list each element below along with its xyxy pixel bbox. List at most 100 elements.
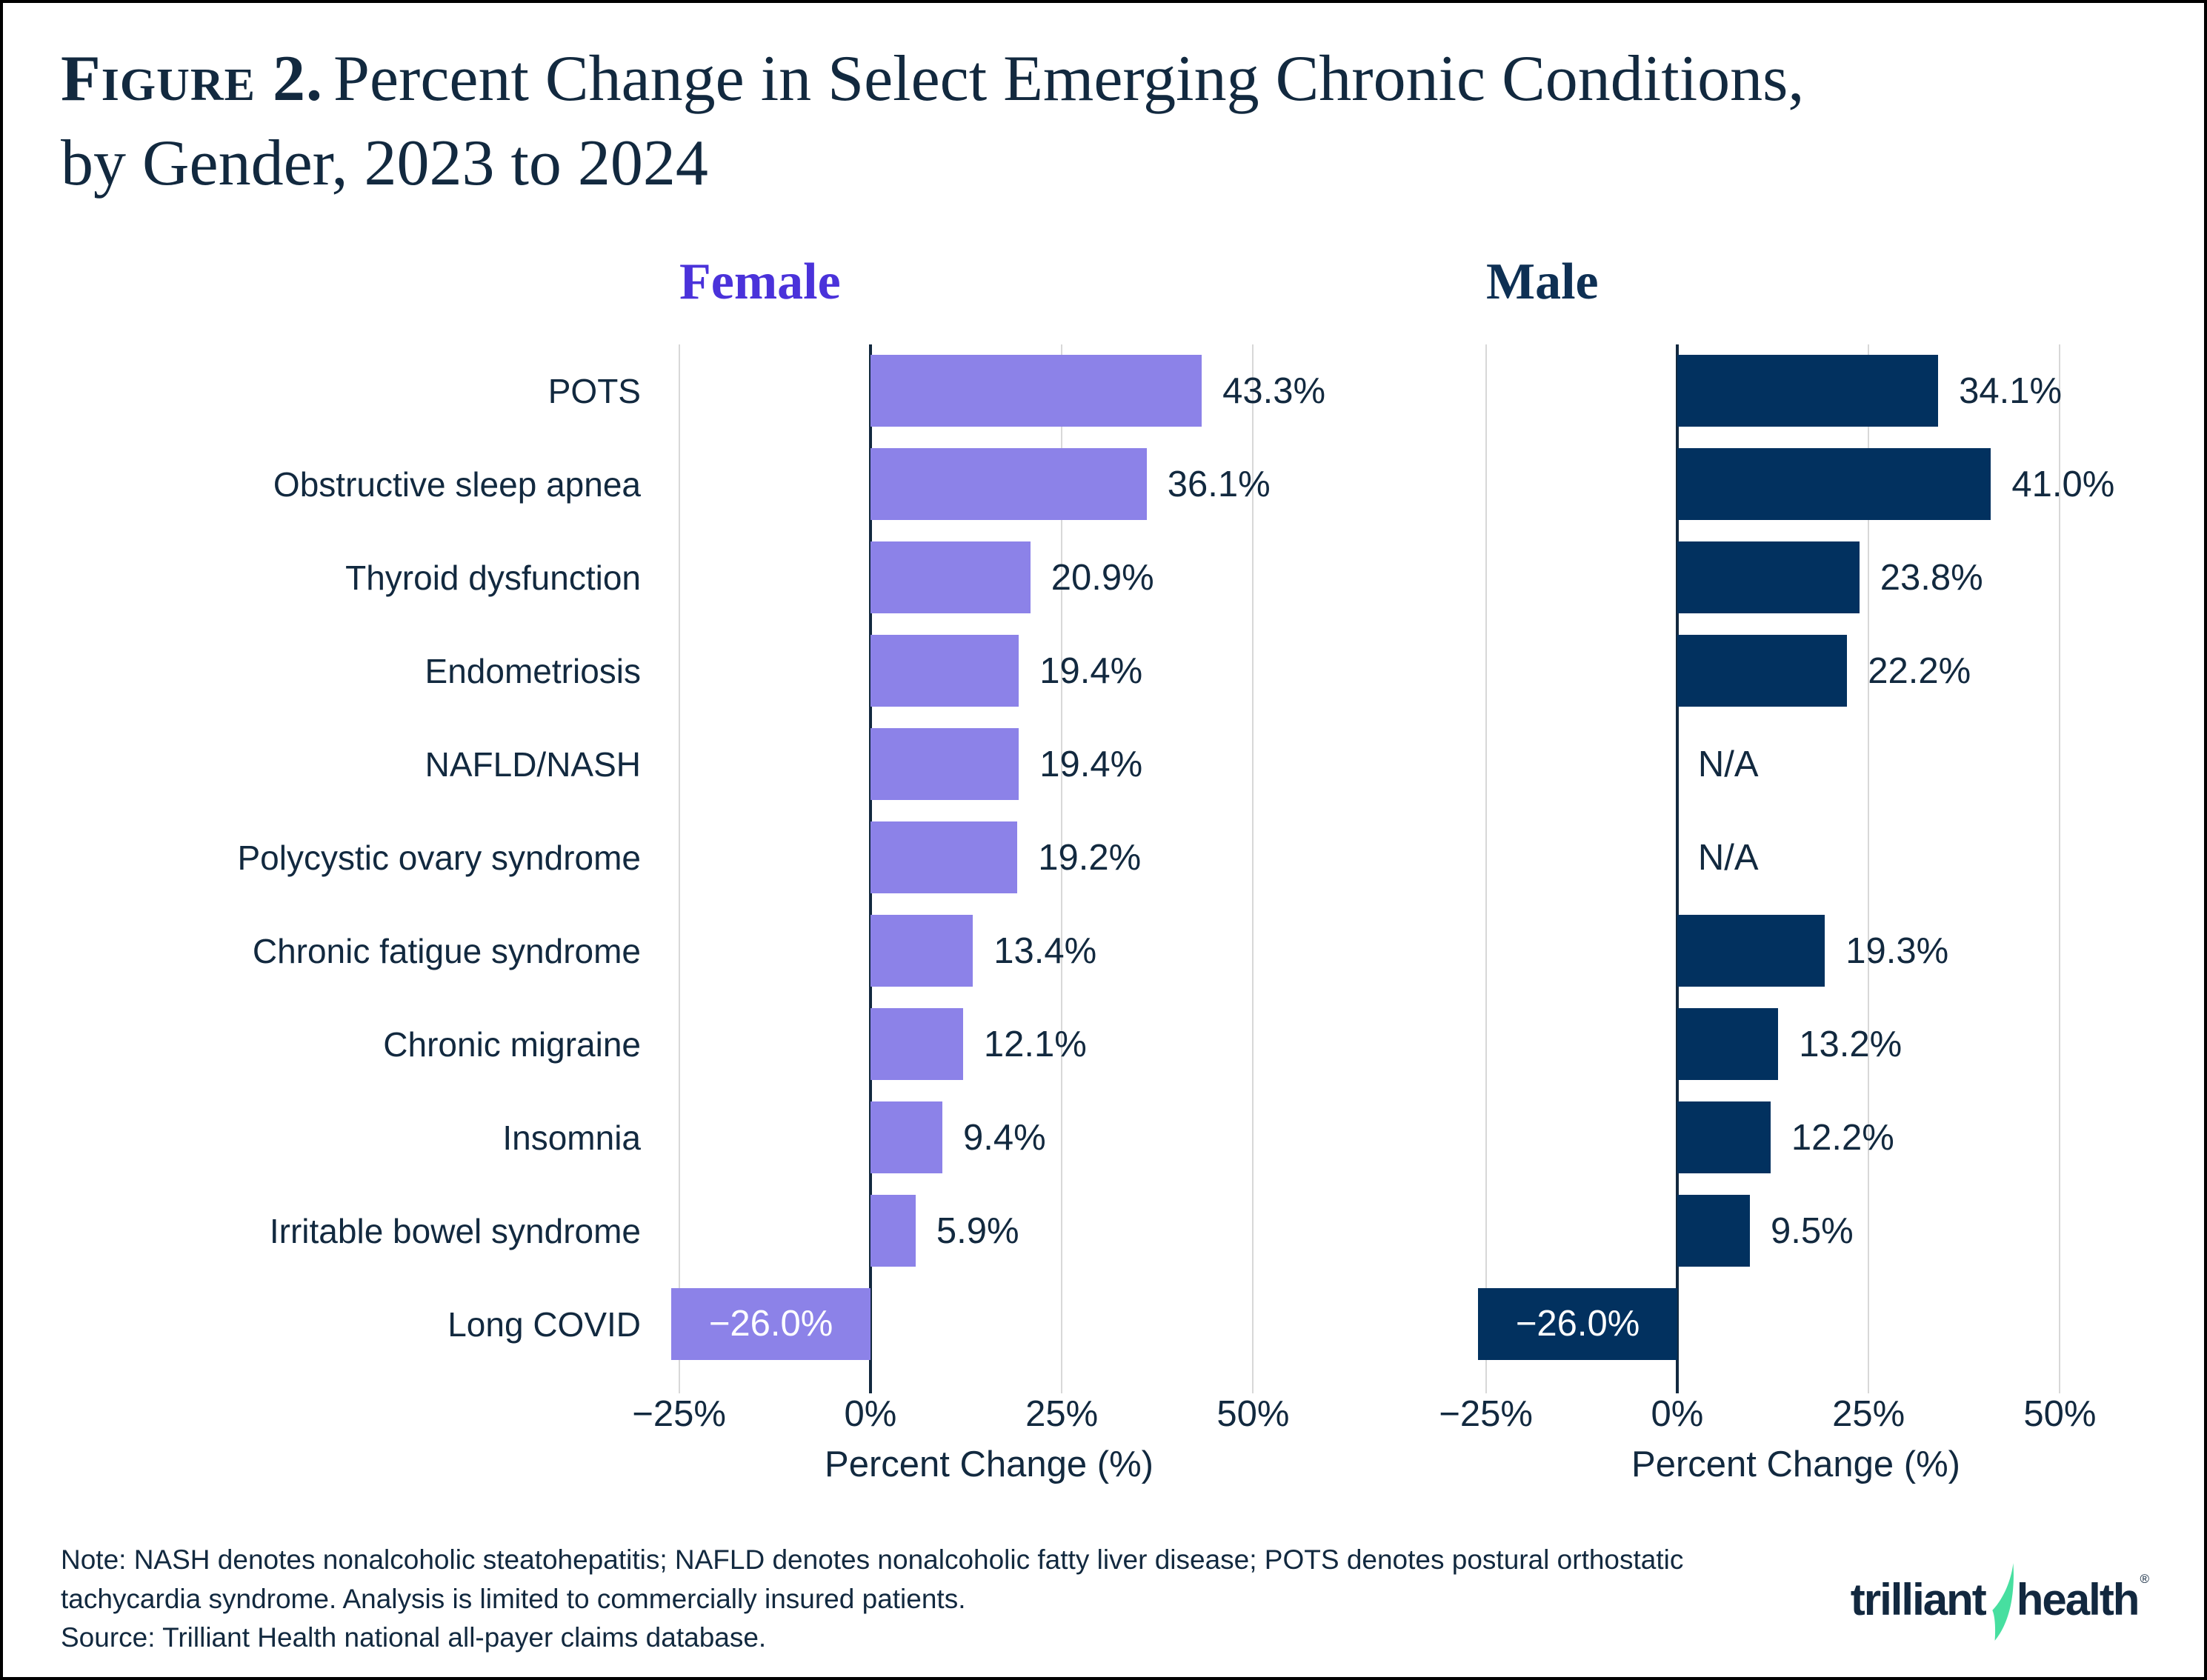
bar: [1677, 541, 1860, 613]
female-x-axis-ticks: −25% 0% 25% 50%: [632, 1371, 1337, 1436]
female-x-axis-label: Percent Change (%): [825, 1444, 1154, 1484]
bar: [1677, 447, 1991, 520]
x-tick-label: 0%: [844, 1393, 897, 1434]
value-label: 19.4%: [1039, 744, 1143, 784]
na-label: N/A: [1697, 837, 1759, 878]
bar: [870, 1194, 916, 1267]
footer: Note: NASH denotes nonalcoholic steatohe…: [61, 1541, 2149, 1658]
female-header: Female: [679, 253, 841, 310]
chart-row: 43.3%: [641, 344, 1337, 438]
value-label: 22.2%: [1868, 650, 1971, 691]
value-label: 19.2%: [1038, 837, 1142, 878]
x-tick-label: 50%: [1216, 1393, 1290, 1434]
category-label: Chronic fatigue syndrome: [252, 931, 641, 970]
chart-row: 19.3%: [1448, 904, 2144, 998]
value-label: 5.9%: [936, 1210, 1019, 1251]
chart-row: 20.9%: [641, 531, 1337, 624]
category-label: Insomnia: [502, 1118, 641, 1157]
category-label: Irritable bowel syndrome: [269, 1211, 641, 1250]
chart-row: 22.2%: [1448, 624, 2144, 718]
bar: [870, 541, 1031, 613]
chart-row: 5.9%: [641, 1184, 1337, 1278]
category-label: Thyroid dysfunction: [345, 558, 641, 597]
category-label: Chronic migraine: [383, 1024, 641, 1064]
bar: −26.0%: [671, 1287, 871, 1360]
female-chart-panel: Female 43.3% 36.1% 20.9% 19.4% 19.4% 19.2% 13.…: [632, 253, 1337, 1485]
value-label: 23.8%: [1880, 557, 1983, 598]
bar: [1677, 1101, 1771, 1173]
chart-row: 12.1%: [641, 998, 1337, 1091]
chart-row: 34.1%: [1448, 344, 2144, 438]
x-tick-label: 25%: [1025, 1393, 1099, 1434]
value-label: 43.3%: [1222, 370, 1326, 411]
bar: [870, 1101, 942, 1173]
category-label: NAFLD/NASH: [425, 744, 641, 784]
bar: [1677, 1194, 1750, 1267]
category-label: Long COVID: [447, 1304, 641, 1344]
chart-row: 23.8%: [1448, 531, 2144, 624]
value-label: −26.0%: [708, 1304, 833, 1344]
value-label: 36.1%: [1167, 464, 1271, 504]
chart-row: N/A: [1448, 718, 2144, 811]
bar: [870, 354, 1202, 427]
bar: [1677, 634, 1848, 707]
source-text: Source: Trilliant Health national all-pa…: [61, 1622, 767, 1653]
value-label: 9.5%: [1771, 1210, 1854, 1251]
x-tick-label: 50%: [2023, 1393, 2097, 1434]
gridline: [1061, 344, 1063, 1393]
chart-row: 9.5%: [1448, 1184, 2144, 1278]
registered-trademark-icon: ®: [2140, 1572, 2149, 1587]
value-label: 12.2%: [1791, 1117, 1894, 1158]
x-tick-label: −25%: [1439, 1393, 1533, 1434]
gridline: [678, 344, 680, 1393]
chart-row: 13.2%: [1448, 998, 2144, 1091]
chart-row: 12.2%: [1448, 1091, 2144, 1184]
male-x-axis-ticks: −25% 0% 25% 50%: [1439, 1371, 2144, 1436]
bar: −26.0%: [1478, 1287, 1677, 1360]
chart-row: 19.4%: [641, 718, 1337, 811]
figure-label: Figure 2.: [61, 43, 324, 115]
gridline: [1485, 344, 1487, 1393]
figure-title: Figure 2. Percent Change in Select Emergi…: [3, 3, 2204, 207]
chart-row: N/A: [1448, 811, 2144, 904]
chart-row: 36.1%: [641, 438, 1337, 531]
category-label: Obstructive sleep apnea: [273, 464, 641, 504]
chart-row: 9.4%: [641, 1091, 1337, 1184]
value-label: −26.0%: [1515, 1304, 1640, 1344]
bar: [870, 634, 1019, 707]
value-label: 19.3%: [1845, 930, 1949, 971]
gridline: [2059, 344, 2061, 1393]
na-label: N/A: [1697, 744, 1759, 784]
gridline: [1252, 344, 1254, 1393]
bar: [1677, 914, 1825, 987]
bar: [870, 821, 1018, 893]
zero-axis-line: [1675, 344, 1679, 1393]
chart-row: 19.4%: [641, 624, 1337, 718]
chart-row: 41.0%: [1448, 438, 2144, 531]
logo-word-health: health: [2016, 1575, 2140, 1625]
category-label: POTS: [547, 371, 641, 410]
x-tick-label: 25%: [1832, 1393, 1905, 1434]
value-label: 12.1%: [983, 1024, 1087, 1064]
bar: [870, 1007, 963, 1080]
value-label: 9.4%: [962, 1117, 1046, 1158]
note-text: Note: NASH denotes nonalcoholic steatohe…: [61, 1544, 1684, 1614]
value-label: 13.2%: [1799, 1024, 1903, 1064]
bar: [1677, 354, 1939, 427]
chart-row: −26.0%: [641, 1278, 1337, 1371]
gridline: [1868, 344, 1870, 1393]
bar: [870, 447, 1147, 520]
bar: [1677, 1007, 1779, 1080]
value-label: 20.9%: [1051, 557, 1154, 598]
bar: [870, 727, 1019, 800]
logo-swoosh-icon: [1992, 1563, 2014, 1641]
female-plot: 43.3% 36.1% 20.9% 19.4% 19.4% 19.2% 13.4% 12.1%…: [641, 344, 1337, 1393]
category-label: Endometriosis: [425, 651, 641, 690]
title-text-2: by Gender, 2023 to 2024: [61, 127, 708, 200]
chart-row: 19.2%: [641, 811, 1337, 904]
value-label: 13.4%: [993, 930, 1097, 971]
value-label: 41.0%: [2011, 464, 2115, 504]
charts-area: POTS Obstructive sleep apnea Thyroid dysfu…: [3, 253, 2204, 1485]
male-x-axis-label: Percent Change (%): [1631, 1444, 1960, 1484]
title-line-1: Figure 2. Percent Change in Select Emergi…: [61, 37, 2145, 121]
